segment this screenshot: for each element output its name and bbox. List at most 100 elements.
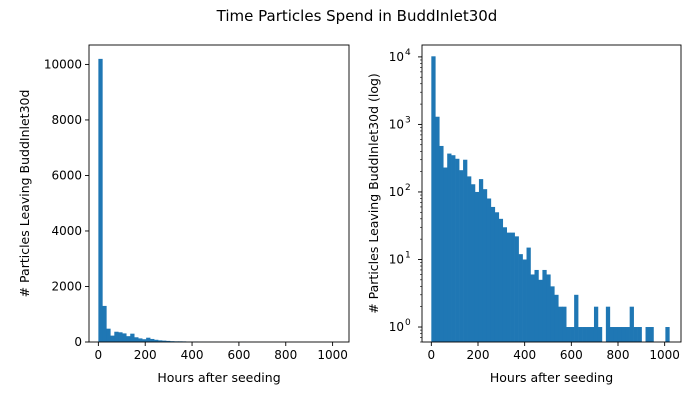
histogram-bar	[530, 274, 535, 342]
histogram-bar	[617, 327, 623, 342]
histogram-bar	[166, 340, 171, 342]
histogram-bar	[534, 269, 539, 342]
y-tick-exponent: 2	[405, 183, 411, 193]
x-tick-label: 800	[607, 348, 630, 362]
histogram-bar	[126, 336, 131, 342]
log-y-axis-label: # Particles Leaving BuddInlet30d (log)	[366, 73, 381, 314]
x-tick-label: 600	[227, 348, 250, 362]
histogram-bar	[459, 170, 464, 342]
histogram-bar	[130, 333, 135, 342]
histogram-bar	[665, 327, 670, 342]
histogram-bar	[471, 184, 476, 342]
log-x-axis-label: Hours after seeding	[490, 370, 613, 385]
histogram-bar	[150, 338, 155, 342]
x-tick-label: 600	[560, 348, 583, 362]
histogram-bar	[467, 176, 472, 342]
y-tick-label: 4000	[51, 224, 82, 238]
histogram-bar	[106, 328, 111, 342]
histogram-bar	[478, 179, 484, 342]
y-tick-exponent: 3	[405, 115, 411, 125]
x-tick-label: 1000	[317, 348, 348, 362]
y-tick-label: 10	[389, 252, 404, 266]
histogram-bar	[98, 58, 103, 342]
histogram-bar	[590, 327, 595, 342]
histogram-bar	[570, 327, 575, 342]
x-tick-label: 0	[95, 348, 103, 362]
linear-histogram-bars	[98, 58, 338, 342]
histogram-bar	[510, 232, 515, 342]
linear-x-axis-label: Hours after seeding	[157, 370, 280, 385]
histogram-bar	[154, 339, 159, 342]
histogram-bar	[554, 294, 559, 342]
x-tick-label: 400	[513, 348, 536, 362]
y-tick-label: 8000	[51, 113, 82, 127]
histogram-bar	[645, 327, 650, 342]
histogram-bar	[451, 155, 456, 342]
histogram-bar	[609, 327, 615, 342]
y-tick-exponent: 4	[405, 48, 411, 58]
histogram-bar	[498, 218, 504, 342]
histogram-bar	[621, 327, 626, 342]
histogram-bar	[502, 227, 507, 342]
figure-title: Time Particles Spend in BuddInlet30d	[216, 7, 498, 25]
histogram-bar	[142, 339, 147, 342]
histogram-bar	[629, 306, 634, 342]
histogram-bar	[586, 327, 591, 342]
y-tick-label: 10	[389, 320, 404, 334]
log-x-ticks: 0 200 400 600 800 1000	[428, 342, 680, 362]
y-tick-exponent: 0	[405, 318, 411, 328]
x-tick-label: 800	[274, 348, 297, 362]
y-tick-label: 10000	[44, 57, 82, 71]
histogram-bar	[162, 340, 167, 342]
histogram-bar	[593, 306, 599, 342]
log-axes-frame	[421, 44, 682, 343]
linear-axes-frame	[88, 44, 350, 343]
histogram-bar	[110, 335, 115, 342]
y-tick-label: 10	[389, 50, 404, 64]
x-tick-label: 1000	[649, 348, 680, 362]
y-tick-base: 10	[389, 117, 404, 131]
histogram-bar	[558, 306, 563, 342]
histogram-bar	[550, 286, 555, 342]
histogram-bar	[506, 232, 511, 342]
histogram-bar	[490, 206, 496, 342]
histogram-bar	[546, 274, 551, 342]
linear-y-axis-label: # Particles Leaving BuddInlet30d	[17, 90, 32, 298]
histogram-bar	[649, 327, 654, 342]
x-tick-label: 200	[467, 348, 490, 362]
y-tick-label: 10	[389, 117, 404, 131]
histogram-bar	[597, 327, 603, 342]
histogram-bar	[518, 254, 523, 342]
y-tick-label: 0	[74, 335, 82, 349]
y-tick-label: 6000	[51, 168, 82, 182]
histogram-bar	[455, 158, 460, 342]
histogram-bar	[637, 327, 642, 342]
y-tick-exponent: 1	[405, 250, 411, 260]
histogram-bar	[443, 167, 448, 342]
histogram-bar	[114, 331, 119, 342]
y-tick-label: 10	[389, 185, 404, 199]
histogram-bar	[122, 333, 127, 342]
histogram-bar	[118, 332, 123, 342]
linear-histogram-panel: 0 200 400 600 800 1000 0 2000 4000 6000 8000 10000…	[17, 44, 350, 385]
histogram-bar	[526, 247, 531, 342]
y-tick-label: 2000	[51, 279, 82, 293]
linear-x-ticks: 0 200 400 600 800 1000	[95, 342, 348, 362]
histogram-bar	[482, 189, 488, 342]
histogram-bar	[538, 279, 543, 342]
histogram-bar	[138, 338, 143, 342]
histogram-bar	[633, 327, 638, 342]
log-histogram-bars	[431, 56, 670, 343]
histogram-bar	[582, 327, 587, 342]
histogram-bar	[574, 294, 579, 342]
histogram-bar	[578, 327, 583, 342]
y-tick-base: 10	[389, 185, 404, 199]
histogram-bar	[431, 56, 436, 343]
histogram-bar	[435, 116, 440, 342]
y-tick-base: 10	[389, 50, 404, 64]
histogram-bar	[542, 269, 547, 342]
histogram-bar	[158, 340, 163, 342]
